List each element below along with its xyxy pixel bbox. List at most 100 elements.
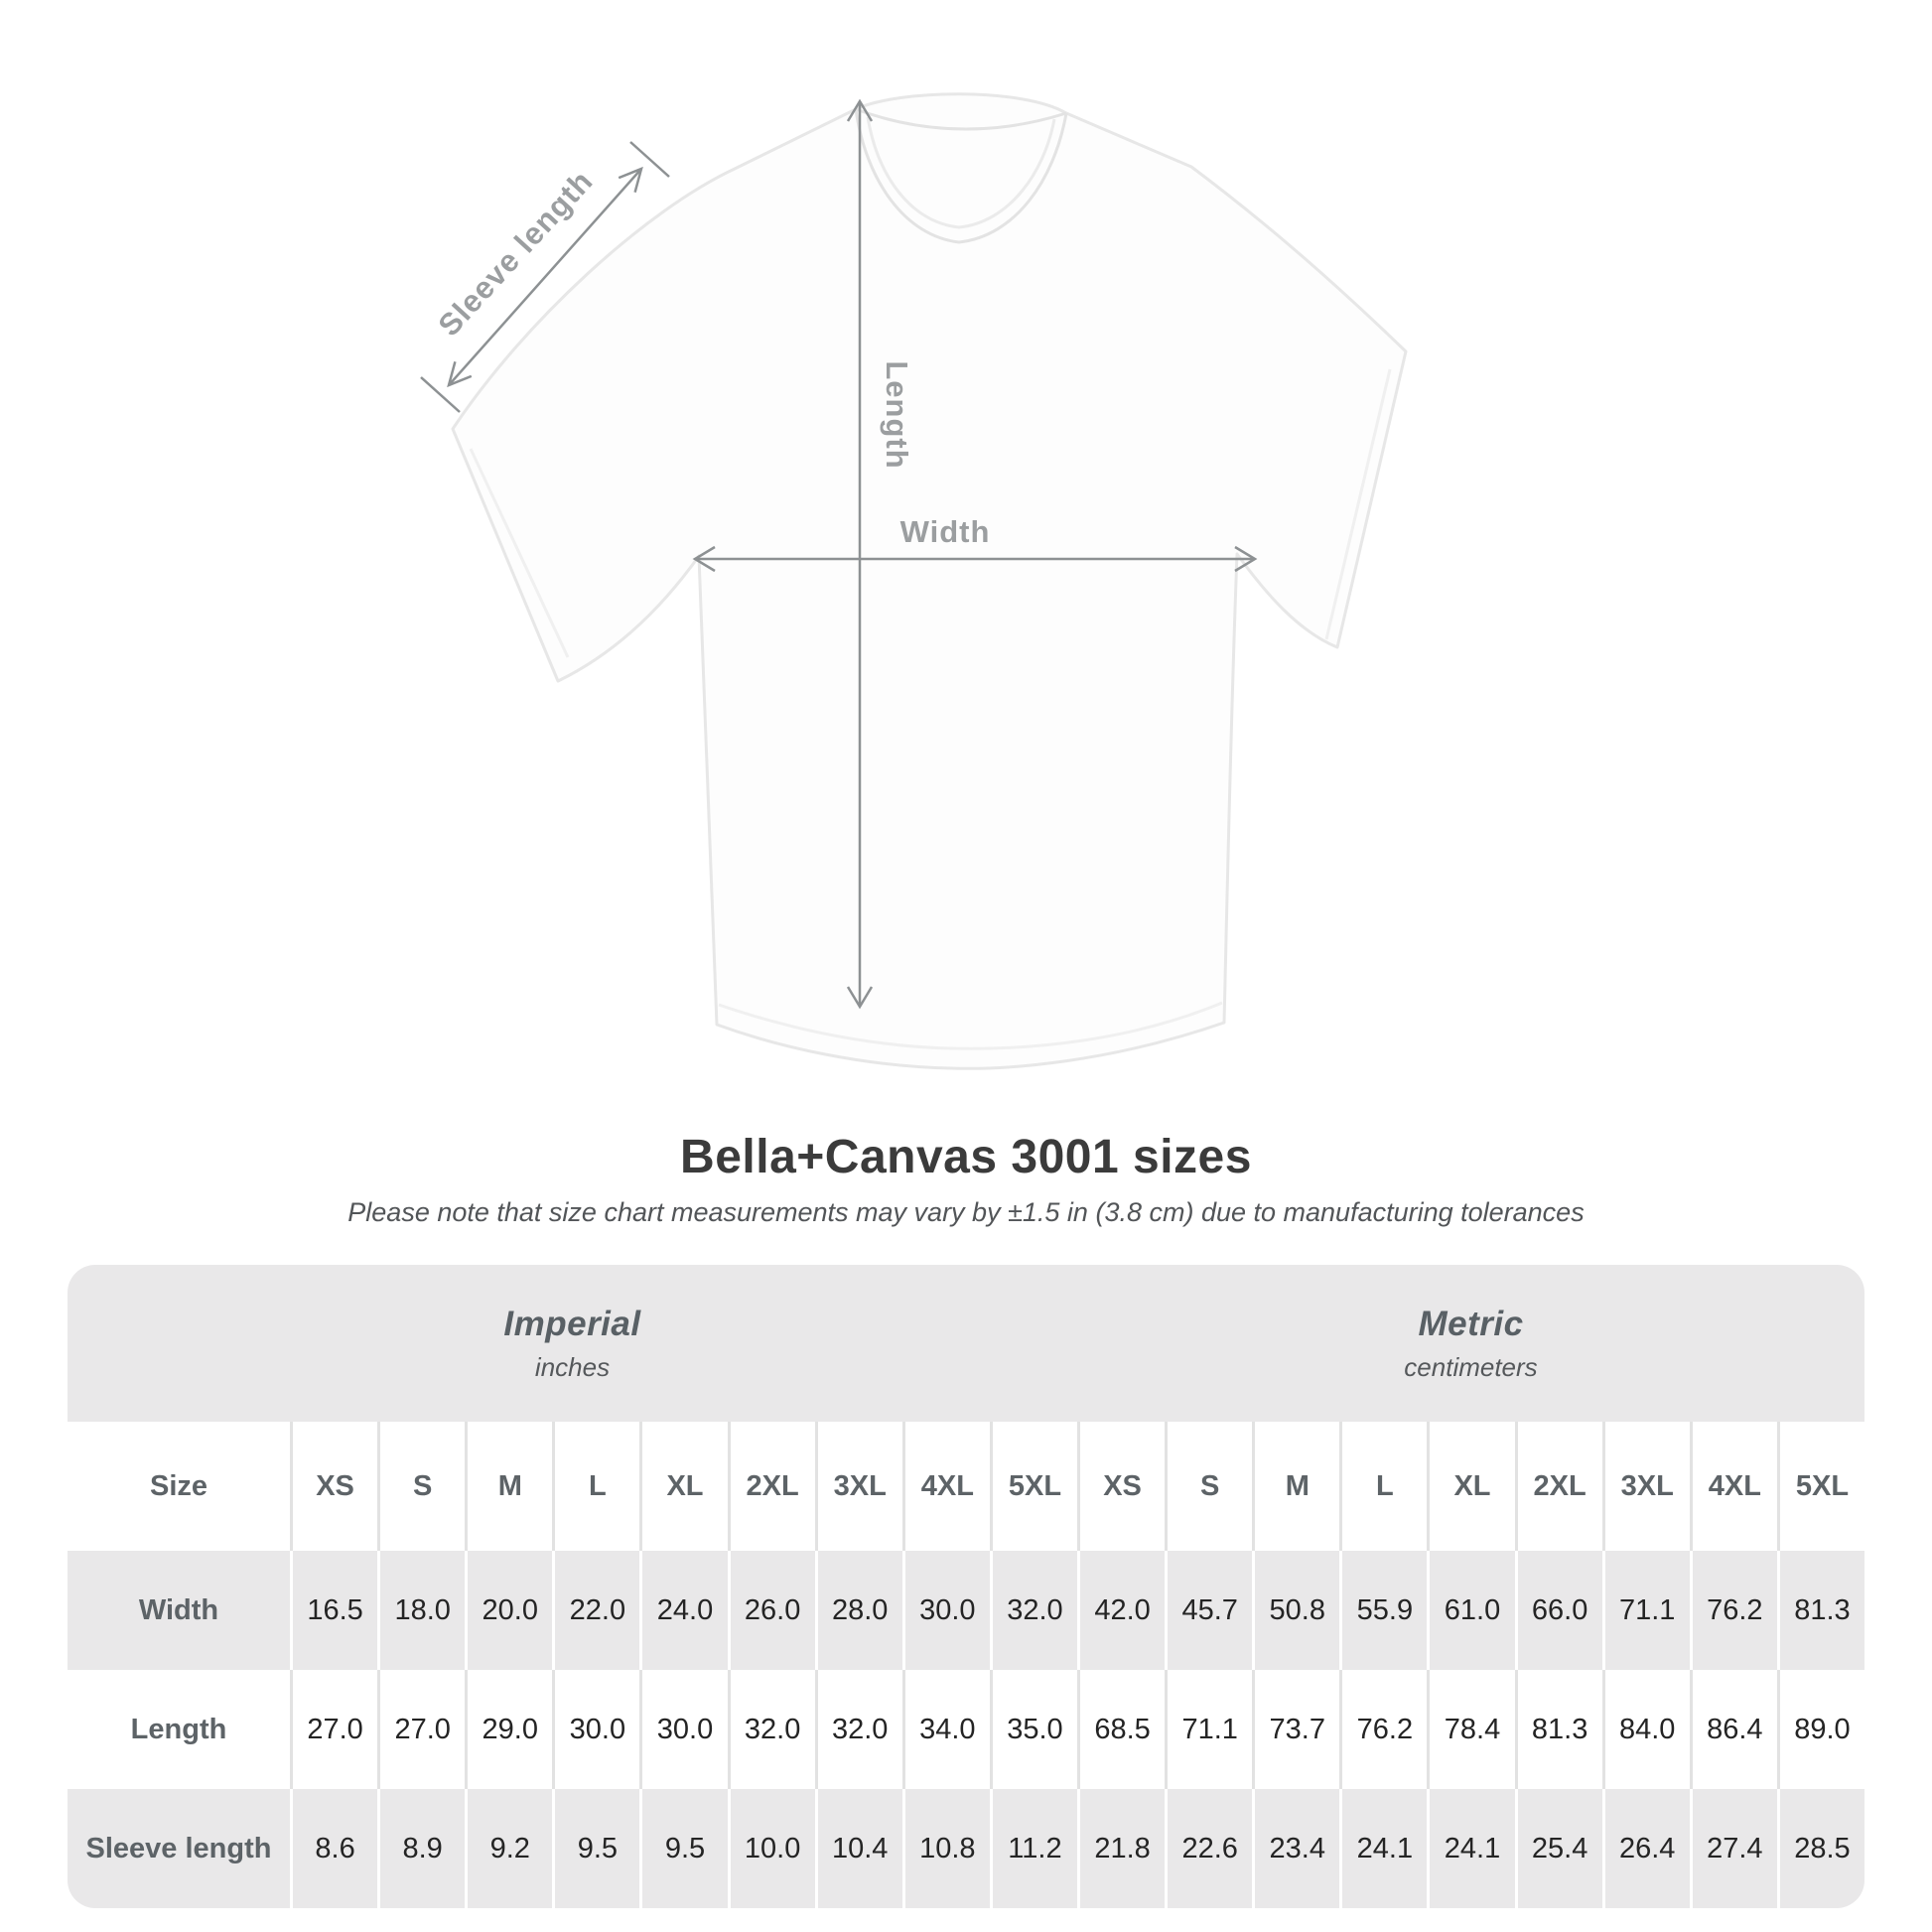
measure-row-1: Length 27.0 27.0 29.0 30.0 30.0 32.0 32.0 34.0 3… <box>68 1670 1864 1789</box>
value-cell: 35.0 <box>989 1670 1077 1789</box>
value-cell: 10.4 <box>814 1789 902 1908</box>
collar-outer-line <box>854 108 1068 244</box>
size-col-imperial-5xl: 5XL <box>989 1422 1077 1551</box>
width-dimension-line <box>692 545 1258 573</box>
value-cell: 42.0 <box>1077 1551 1165 1670</box>
metric-unit-label: centimeters <box>1404 1351 1538 1382</box>
unit-band: Imperial inches Metric centimeters <box>68 1265 1864 1422</box>
value-cell: 11.2 <box>989 1789 1077 1908</box>
length-dimension-line <box>846 98 874 1010</box>
row-label-length: Length <box>130 1713 227 1745</box>
value-cell: 16.5 <box>290 1551 377 1670</box>
size-col-imperial-xs: XS <box>290 1422 377 1551</box>
value-cell: 9.5 <box>639 1789 727 1908</box>
value-cell: 32.0 <box>814 1670 902 1789</box>
value-cell: 28.0 <box>814 1551 902 1670</box>
imperial-unit-label: inches <box>534 1351 611 1382</box>
collar-back-line <box>855 107 1067 131</box>
value-cell: 21.8 <box>1077 1789 1165 1908</box>
metric-group-header: Metric centimeters <box>1077 1265 1864 1422</box>
size-col-metric-xl: XL <box>1427 1422 1514 1551</box>
size-col-metric-3xl: 3XL <box>1601 1422 1690 1551</box>
left-sleeve-hem-line <box>469 448 570 658</box>
value-cell: 24.1 <box>1427 1789 1514 1908</box>
value-cell: 27.0 <box>290 1670 377 1789</box>
value-cell: 10.8 <box>901 1789 990 1908</box>
size-col-imperial-4xl: 4XL <box>901 1422 990 1551</box>
imperial-group-header: Imperial inches <box>68 1265 1077 1422</box>
size-col-imperial-3xl: 3XL <box>814 1422 902 1551</box>
value-cell: 71.1 <box>1601 1551 1690 1670</box>
value-cell: 8.9 <box>377 1789 465 1908</box>
value-cell: 30.0 <box>901 1551 990 1670</box>
width-label: Width <box>900 514 991 549</box>
value-cell: 55.9 <box>1339 1551 1427 1670</box>
size-col-metric-l: L <box>1339 1422 1427 1551</box>
measure-row-0: Width 16.5 18.0 20.0 22.0 24.0 26.0 28.0 30.0 32… <box>68 1551 1864 1670</box>
size-col-imperial-l: L <box>552 1422 639 1551</box>
size-header-cell: Size <box>149 1469 208 1502</box>
size-col-metric-m: M <box>1252 1422 1339 1551</box>
right-sleeve-hem-line <box>1324 368 1392 640</box>
imperial-label: Imperial <box>503 1304 641 1343</box>
page-title: Bella+Canvas 3001 sizes <box>680 1131 1252 1183</box>
value-cell: 29.0 <box>465 1670 552 1789</box>
value-cell: 27.4 <box>1689 1789 1777 1908</box>
value-cell: 24.1 <box>1339 1789 1427 1908</box>
value-cell: 84.0 <box>1601 1670 1690 1789</box>
value-cell: 66.0 <box>1514 1551 1602 1670</box>
size-col-metric-5xl: 5XL <box>1776 1422 1864 1551</box>
value-cell: 68.5 <box>1077 1670 1165 1789</box>
size-col-metric-xs: XS <box>1077 1422 1165 1551</box>
value-cell: 22.6 <box>1165 1789 1252 1908</box>
value-cell: 34.0 <box>901 1670 990 1789</box>
size-col-metric-s: S <box>1165 1422 1252 1551</box>
value-cell: 32.0 <box>727 1670 815 1789</box>
value-cell: 28.5 <box>1776 1789 1864 1908</box>
value-cell: 18.0 <box>377 1551 465 1670</box>
tshirt-outline <box>451 92 1408 1070</box>
value-cell: 27.0 <box>377 1670 465 1789</box>
value-cell: 24.0 <box>639 1551 727 1670</box>
size-col-imperial-s: S <box>377 1422 465 1551</box>
value-cell: 25.4 <box>1514 1789 1602 1908</box>
value-cell: 86.4 <box>1689 1670 1777 1789</box>
value-cell: 9.5 <box>552 1789 639 1908</box>
measure-row-2: Sleeve length 8.6 8.9 9.2 9.5 9.5 10.0 10.4 10.… <box>68 1789 1864 1908</box>
row-label-width: Width <box>138 1593 219 1626</box>
size-col-imperial-2xl: 2XL <box>727 1422 815 1551</box>
value-cell: 9.2 <box>465 1789 552 1908</box>
size-header-row: Size XS S M L XL 2XL 3XL 4XL 5XL XS S M L XL 2XL 3XL 4XL… <box>68 1422 1864 1551</box>
value-cell: 76.2 <box>1339 1670 1427 1789</box>
value-cell: 76.2 <box>1689 1551 1777 1670</box>
metric-label: Metric <box>1418 1304 1524 1343</box>
value-cell: 30.0 <box>552 1670 639 1789</box>
value-cell: 10.0 <box>727 1789 815 1908</box>
size-col-metric-2xl: 2XL <box>1514 1422 1602 1551</box>
size-col-imperial-xl: XL <box>639 1422 727 1551</box>
size-table: Imperial inches Metric centimeters Size … <box>68 1265 1864 1908</box>
length-label: Length <box>880 360 914 469</box>
row-label-sleeve-length: Sleeve length <box>85 1832 272 1864</box>
value-cell: 20.0 <box>465 1551 552 1670</box>
value-cell: 26.0 <box>727 1551 815 1670</box>
page-subtitle: Please note that size chart measurements… <box>347 1197 1585 1227</box>
bottom-hem-line <box>718 1001 1223 1050</box>
value-cell: 30.0 <box>639 1670 727 1789</box>
size-col-metric-4xl: 4XL <box>1689 1422 1777 1551</box>
size-col-imperial-m: M <box>465 1422 552 1551</box>
value-cell: 8.6 <box>290 1789 377 1908</box>
value-cell: 78.4 <box>1427 1670 1514 1789</box>
value-cell: 89.0 <box>1776 1670 1864 1789</box>
value-cell: 73.7 <box>1252 1670 1339 1789</box>
value-cell: 71.1 <box>1165 1670 1252 1789</box>
collar-inner-line <box>866 116 1056 229</box>
value-cell: 26.4 <box>1601 1789 1690 1908</box>
value-cell: 81.3 <box>1776 1551 1864 1670</box>
tshirt-diagram: Sleeve length Length Width <box>420 92 1408 1070</box>
value-cell: 45.7 <box>1165 1551 1252 1670</box>
value-cell: 32.0 <box>989 1551 1077 1670</box>
value-cell: 23.4 <box>1252 1789 1339 1908</box>
value-cell: 22.0 <box>552 1551 639 1670</box>
